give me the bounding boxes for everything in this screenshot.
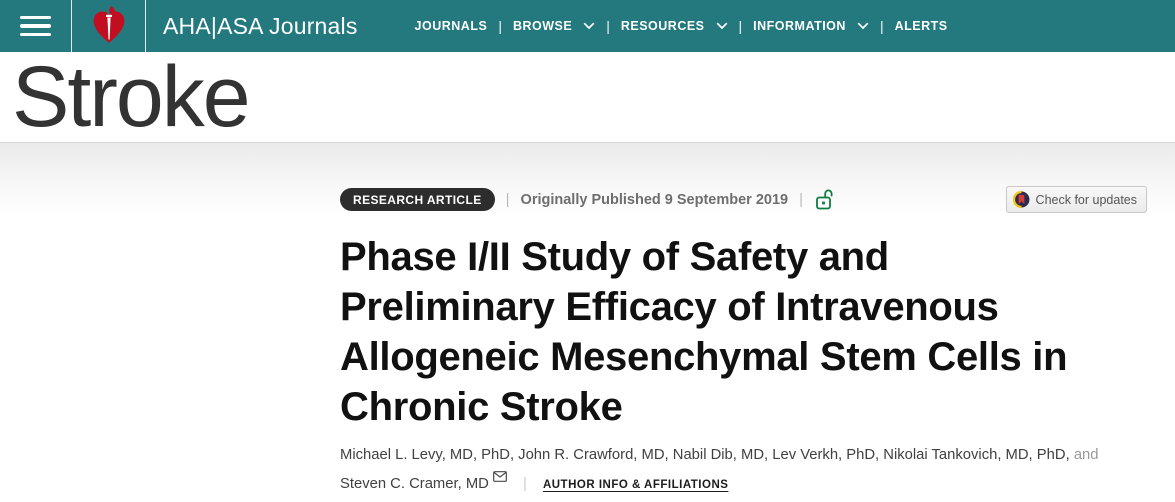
menu-button[interactable] [0, 0, 71, 52]
chevron-down-icon [857, 22, 869, 30]
chevron-down-icon [583, 22, 595, 30]
chevron-down-icon [716, 22, 727, 30]
journal-banner: Stroke [0, 52, 1175, 142]
author-separator: | [522, 476, 527, 492]
nav-separator: | [498, 18, 502, 34]
top-nav-bar: AHA|ASA Journals JOURNALS | BROWSE | RES… [0, 0, 1175, 52]
aha-heart-torch-icon [88, 5, 130, 47]
crossmark-icon [1012, 191, 1030, 208]
email-author-button[interactable] [492, 464, 507, 493]
nav-item-journals[interactable]: JOURNALS [414, 19, 488, 33]
nav-item-information[interactable]: INFORMATION [753, 19, 846, 33]
article-header: RESEARCH ARTICLE | Originally Published … [0, 142, 1175, 502]
header-divider [145, 0, 146, 52]
envelope-icon [492, 471, 507, 482]
author-names-group[interactable]: Michael L. Levy, MD, PhD, John R. Crawfo… [340, 447, 1070, 463]
nav-separator: | [879, 18, 884, 34]
nav-item-browse[interactable]: BROWSE [512, 19, 573, 33]
check-for-updates-button[interactable]: Check for updates [1005, 186, 1147, 213]
article-title: Phase I/II Study of Safety and Prelimina… [340, 235, 1068, 429]
article-column: RESEARCH ARTICLE | Originally Published … [340, 143, 1147, 502]
author-conjunction: and [1073, 447, 1099, 463]
publish-date: Originally Published 9 September 2019 [520, 191, 789, 208]
brand-link[interactable]: AHA|ASA Journals [163, 12, 358, 39]
author-names-group[interactable]: Steven C. Cramer, MD [340, 476, 489, 492]
nav-item-resources[interactable]: RESOURCES [620, 19, 705, 33]
journal-logo[interactable]: Stroke [12, 49, 251, 145]
nav-item-alerts[interactable]: ALERTS [894, 19, 948, 33]
nav-separator: | [738, 18, 743, 34]
check-for-updates-label: Check for updates [1035, 192, 1137, 207]
open-lock-icon [816, 189, 833, 210]
primary-nav: JOURNALS | BROWSE | RESOURCES | INFORMAT… [415, 0, 948, 52]
meta-separator: | [505, 191, 510, 208]
header-divider [71, 0, 72, 52]
meta-separator: | [799, 191, 803, 208]
author-info-link[interactable]: AUTHOR INFO & AFFILIATIONS [542, 479, 729, 491]
author-list: Michael L. Levy, MD, PhD, John R. Crawfo… [340, 441, 1147, 500]
aha-logo[interactable] [72, 0, 145, 52]
article-type-badge: RESEARCH ARTICLE [340, 188, 495, 211]
article-meta-row: RESEARCH ARTICLE | Originally Published … [340, 143, 1147, 213]
nav-separator: | [606, 18, 610, 34]
